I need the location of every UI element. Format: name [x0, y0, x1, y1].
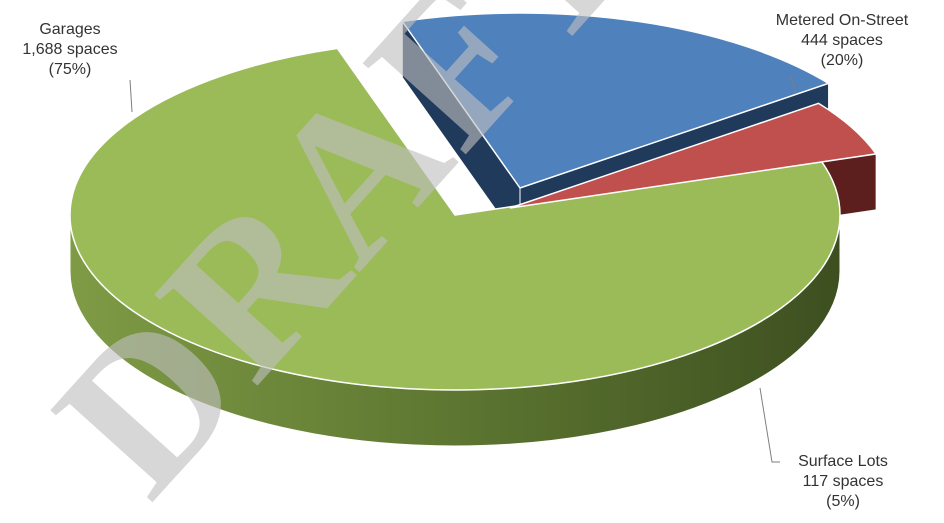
- surface-lots-leader-line: [759, 387, 780, 463]
- garages-label-value: 1,688 spaces: [22, 41, 118, 58]
- surface-lots-data-label: Surface Lots 117 spaces (5%): [768, 452, 918, 512]
- metered-leader-line: [789, 75, 797, 93]
- garages-data-label: Garages 1,688 spaces (75%): [0, 20, 140, 80]
- metered-on-street-slice: [400, 12, 831, 189]
- garages-label-name: Garages: [39, 21, 101, 38]
- surface-lots-label-value: 117 spaces: [802, 473, 884, 490]
- metered-data-label: Metered On-Street 444 spaces (20%): [752, 11, 932, 71]
- metered-label-name: Metered On-Street: [775, 12, 909, 29]
- surface-lots-label-name: Surface Lots: [798, 453, 888, 470]
- surface-lots-label-percent: (5%): [826, 493, 860, 510]
- garages-slice: [69, 47, 841, 391]
- metered-label-percent: (20%): [820, 52, 864, 69]
- garages-label-percent: (75%): [48, 61, 92, 78]
- garages-leader-line: [129, 79, 133, 113]
- metered-label-value: 444 spaces: [801, 32, 883, 49]
- surface-lots-slice: [509, 102, 878, 209]
